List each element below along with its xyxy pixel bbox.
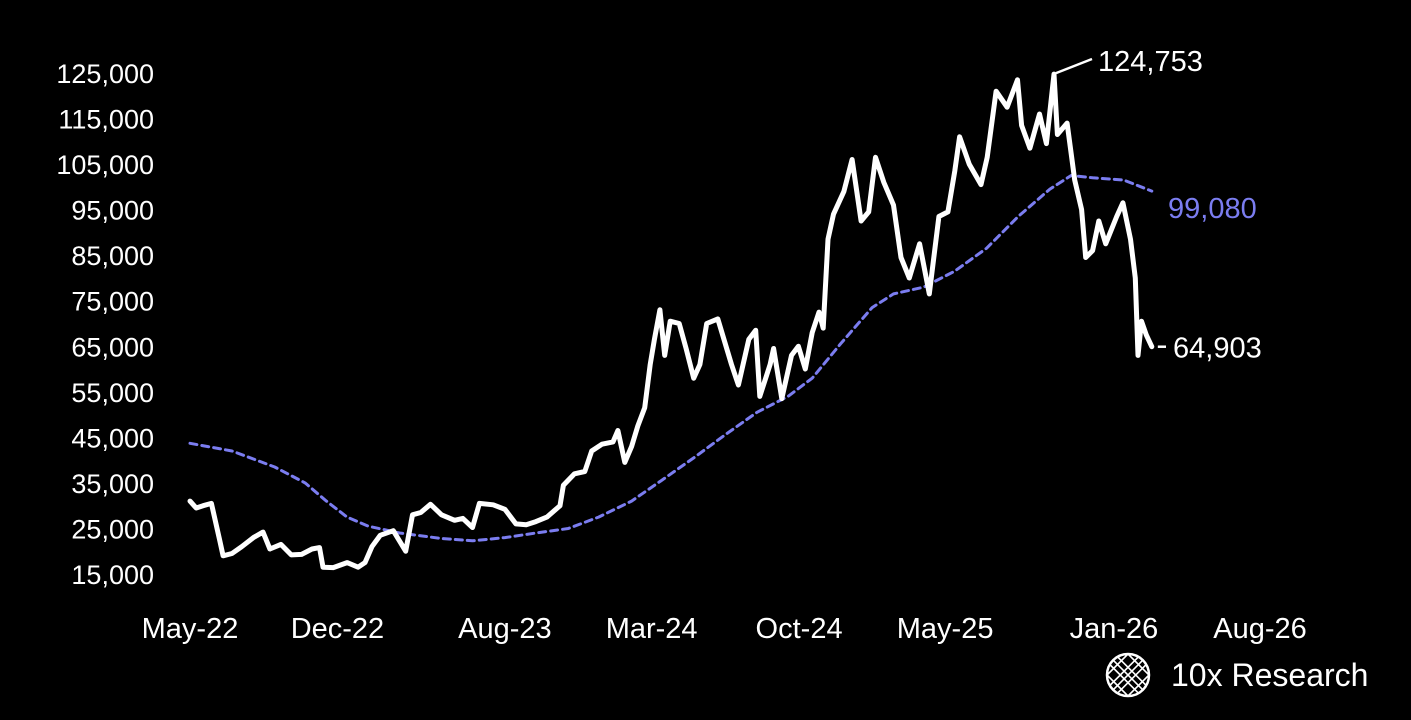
brand-name: 10x Research [1171,657,1368,693]
price-line [187,71,1155,571]
x-tick-label: Mar-24 [606,613,698,645]
x-tick-label: Aug-26 [1213,613,1307,645]
x-tick-label: Aug-23 [458,613,552,645]
y-tick-label: 75,000 [71,287,154,317]
moving-average-line [188,174,1154,543]
moving-average-series [188,174,1154,543]
y-tick-label: 125,000 [56,59,154,89]
annotation-layer: 124,753 99,080 64,903 [1055,46,1262,365]
y-axis: 15,000 25,000 35,000 45,000 55,000 65,000 75,0… [56,59,154,590]
annotation-label: 124,753 [1098,46,1203,78]
y-tick-label: 115,000 [58,105,154,135]
x-tick-label: Jan-26 [1070,613,1159,645]
y-tick-label: 35,000 [71,469,154,499]
annotation-label: 99,080 [1168,193,1257,225]
y-tick-label: 25,000 [71,514,154,544]
x-tick-label: Dec-22 [291,613,385,645]
brand-logo: 10x Research [1105,652,1368,698]
globe-logo-icon [1105,652,1151,698]
y-tick-label: 15,000 [71,560,154,590]
x-tick-label: Oct-24 [756,613,843,645]
y-tick-label: 55,000 [71,378,154,408]
x-axis: May-22 Dec-22 Aug-23 Mar-24 Oct-24 May-25 Jan-… [142,613,1307,645]
y-tick-label: 95,000 [71,196,154,226]
y-tick-label: 85,000 [71,241,154,271]
price-series [187,71,1155,571]
y-tick-label: 105,000 [56,150,154,180]
x-tick-label: May-25 [897,613,994,645]
series-layer [187,71,1155,571]
y-tick-label: 45,000 [71,423,154,453]
annotation-label: 64,903 [1173,333,1262,365]
annotation-leader [1055,57,1093,75]
y-tick-label: 65,000 [71,332,154,362]
x-tick-label: May-22 [142,613,239,645]
